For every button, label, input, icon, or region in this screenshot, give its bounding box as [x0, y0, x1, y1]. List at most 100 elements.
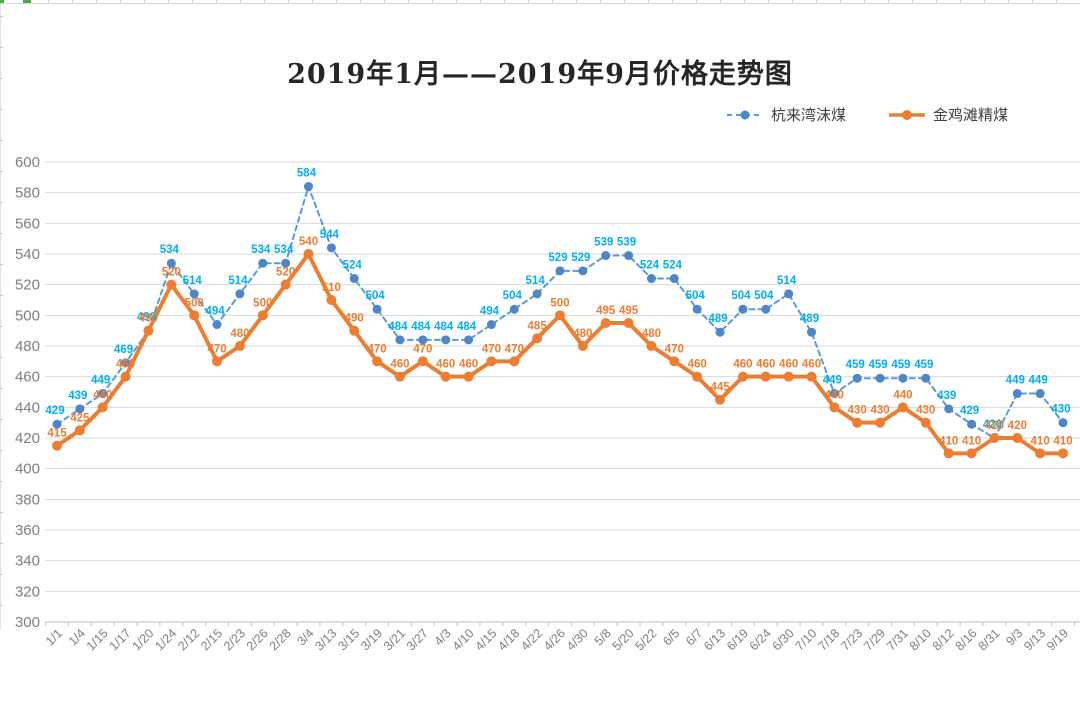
data-point-label: 524	[663, 260, 683, 272]
data-point-marker	[281, 258, 291, 268]
data-point-marker	[578, 266, 588, 276]
data-point-label: 420	[985, 420, 1004, 432]
chart-title: 2019年1月——2019年9月价格走势图	[287, 59, 793, 90]
data-point-marker	[98, 389, 108, 399]
y-axis-tick-label: 540	[15, 246, 40, 263]
y-axis-tick-label: 360	[15, 522, 40, 539]
data-point-marker	[555, 266, 565, 276]
data-point-marker	[921, 373, 931, 383]
data-point-label: 484	[388, 321, 408, 333]
data-point-label: 544	[320, 229, 340, 241]
series-data-labels-1: 4154254404604905205004704805005205405104…	[47, 236, 1072, 447]
y-axis-tick-label: 300	[15, 614, 40, 631]
x-axis-tick-label: 7/10	[793, 626, 820, 653]
data-point-marker	[509, 356, 520, 367]
legend-entry-jinjitan: 金鸡滩精煤	[888, 104, 1008, 125]
data-point-label: 484	[457, 321, 477, 333]
data-point-marker	[463, 371, 474, 382]
legend-label-hanglaiwan: 杭来湾沫煤	[771, 106, 847, 124]
data-point-marker	[52, 419, 62, 429]
data-point-marker	[669, 356, 680, 367]
data-point-marker	[943, 448, 954, 459]
data-point-marker	[440, 371, 451, 382]
data-point-label: 445	[710, 382, 730, 394]
data-point-marker	[486, 356, 497, 367]
data-point-marker	[372, 304, 382, 314]
sheet-selection-handle	[0, 0, 4, 3]
data-point-label: 520	[162, 267, 181, 279]
data-point-marker	[417, 356, 428, 367]
data-point-label: 459	[868, 359, 887, 371]
x-axis-ticks	[45, 622, 1075, 626]
x-axis-tick-label: 8/31	[975, 626, 1002, 653]
data-point-marker	[738, 304, 748, 314]
data-point-label: 410	[1053, 435, 1072, 447]
x-axis-tick-label: 4/26	[541, 626, 568, 653]
data-point-label: 470	[505, 343, 524, 355]
data-point-label: 429	[960, 405, 979, 417]
data-point-marker	[875, 417, 886, 428]
data-point-label: 534	[251, 244, 271, 256]
data-point-marker	[121, 358, 131, 368]
data-point-label: 410	[1031, 435, 1050, 447]
data-point-marker	[646, 274, 656, 284]
data-point-label: 524	[640, 260, 660, 272]
data-point-label: 460	[459, 359, 478, 371]
x-axis-tick-label: 2/23	[221, 626, 248, 653]
data-point-label: 440	[825, 389, 844, 401]
x-axis-tick-label: 3/15	[335, 626, 362, 653]
data-point-marker	[258, 258, 268, 268]
legend-marker-solid-line-icon	[889, 109, 926, 120]
data-point-marker	[989, 433, 1000, 443]
data-point-label: 460	[802, 359, 821, 371]
x-axis-tick-label: 1/24	[152, 626, 179, 653]
sheet-column-gridline-ticks	[0, 0, 1080, 3]
data-point-label: 485	[528, 320, 548, 332]
data-point-marker	[52, 440, 62, 451]
data-point-marker	[624, 251, 634, 261]
legend-label-jinjitan: 金鸡滩精煤	[933, 106, 1009, 124]
x-axis-tick-label: 6/24	[747, 626, 774, 653]
data-point-label: 469	[114, 344, 133, 356]
data-point-marker	[601, 251, 611, 261]
data-point-marker	[898, 373, 908, 383]
data-point-label: 484	[411, 321, 431, 333]
data-point-marker	[920, 417, 931, 428]
data-point-marker	[783, 371, 794, 382]
data-point-label: 410	[962, 435, 981, 447]
data-point-marker	[761, 304, 771, 314]
data-point-label: 494	[480, 306, 500, 318]
data-point-label: 504	[365, 290, 385, 302]
y-axis-tick-label: 440	[15, 399, 40, 416]
data-point-marker	[715, 394, 726, 405]
data-point-label: 529	[571, 252, 590, 264]
data-point-marker	[646, 341, 657, 351]
data-point-marker	[326, 295, 337, 305]
x-axis-tick-label: 4/18	[495, 626, 522, 653]
x-axis-tick-label: 6/30	[770, 626, 797, 653]
data-point-marker	[372, 356, 383, 367]
data-point-label: 459	[914, 359, 933, 371]
y-axis-tick-label: 380	[15, 491, 40, 508]
y-gridlines	[45, 161, 1080, 623]
data-point-label: 490	[137, 312, 156, 324]
sheet-selection-handle	[23, 0, 31, 3]
data-point-marker	[464, 335, 474, 345]
data-point-marker	[897, 402, 908, 413]
data-point-label: 584	[297, 168, 317, 180]
data-point-label: 459	[891, 359, 910, 371]
data-point-label: 439	[68, 390, 87, 402]
data-point-label: 460	[116, 359, 135, 371]
data-point-label: 480	[230, 328, 249, 340]
series-markers-1	[52, 249, 1068, 459]
data-point-label: 514	[183, 275, 203, 287]
x-axis-tick-label: 4/15	[472, 626, 499, 653]
data-point-label: 460	[779, 359, 798, 371]
data-point-label: 460	[756, 359, 775, 371]
data-point-marker	[166, 279, 177, 290]
data-point-marker	[737, 371, 748, 382]
data-point-label: 460	[688, 359, 707, 371]
data-point-marker	[143, 325, 154, 336]
